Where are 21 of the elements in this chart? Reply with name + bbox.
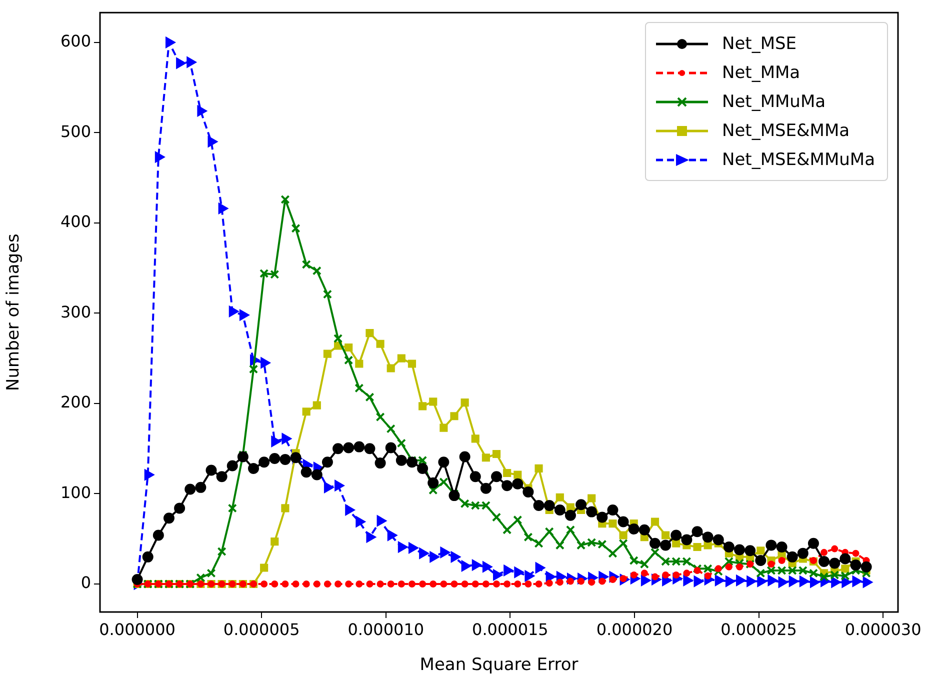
legend-label: Net_MSE <box>722 34 797 54</box>
x-tick-label: 0.000010 <box>348 620 424 639</box>
x-tick-label: 0.000020 <box>596 620 673 639</box>
y-tick-label: 200 <box>60 392 91 412</box>
y-tick-label: 100 <box>60 482 91 502</box>
legend-label: Net_MSE&MMa <box>722 120 850 140</box>
x-tick-label: 0.000030 <box>844 620 922 639</box>
y-axis-title: Number of images <box>4 234 24 391</box>
y-tick-label: 300 <box>60 302 91 322</box>
y-tick-label: 600 <box>60 32 91 51</box>
legend-label: Net_MSE&MMuMa <box>722 150 875 170</box>
x-tick-label: 0.000000 <box>99 620 176 639</box>
x-tick-label: 0.000025 <box>720 620 797 639</box>
y-tick-label: 0 <box>80 573 91 592</box>
legend-label: Net_MMa <box>722 62 800 82</box>
legend-label: Net_MMuMa <box>722 92 826 112</box>
x-tick-label: 0.000015 <box>472 620 548 639</box>
y-tick-label: 500 <box>60 122 91 141</box>
x-axis-title: Mean Square Error <box>420 655 578 676</box>
y-tick-label: 400 <box>60 212 91 232</box>
x-tick-label: 0.000005 <box>223 620 300 639</box>
